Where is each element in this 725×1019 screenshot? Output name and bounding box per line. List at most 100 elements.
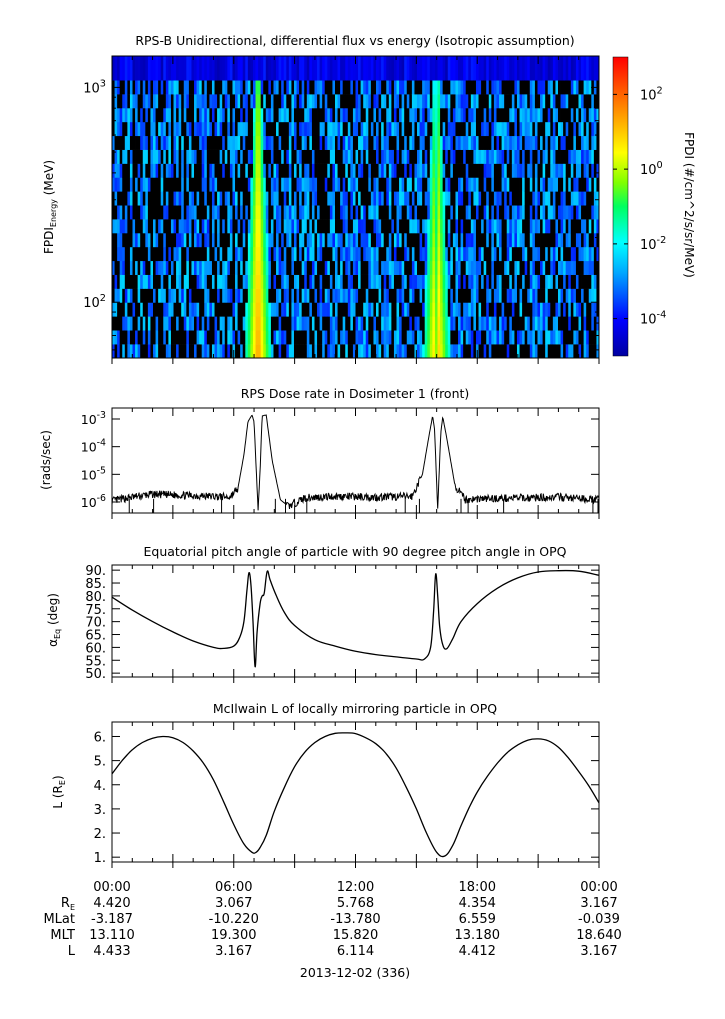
spectrogram-cell [183, 219, 187, 234]
spectrogram-cell [273, 107, 277, 123]
spectrogram-cell [399, 163, 403, 178]
spectrogram-cell [463, 288, 467, 303]
spectrogram-cell [578, 316, 582, 331]
spectrogram-cell [352, 344, 356, 359]
spectrogram-cell [217, 107, 221, 123]
spectrogram-cell [414, 260, 418, 275]
spectrogram-cell [132, 316, 136, 331]
spectrogram-cell [511, 177, 515, 192]
spectrogram-cell [522, 107, 526, 123]
spectrogram-cell [440, 316, 444, 331]
spectrogram-cell [470, 246, 474, 262]
spectrogram-cell [340, 316, 344, 331]
spectrogram-cell [247, 205, 251, 220]
spectrogram-cell [265, 205, 269, 220]
spectrogram-cell [516, 107, 520, 123]
spectrogram-cell [291, 177, 295, 192]
spectrogram-cell [570, 80, 574, 95]
spectrogram-cell [260, 288, 264, 303]
spectrogram-cell [488, 191, 492, 206]
lshell-y-tick-label: 5. [94, 755, 106, 770]
spectrogram-cell [450, 80, 454, 95]
spectrogram-cell [196, 56, 200, 81]
spectrogram-cell [550, 163, 554, 178]
spectrogram-cell [286, 274, 290, 289]
spectrogram-cell [214, 177, 218, 192]
spectrogram-cell [568, 219, 572, 234]
spectrogram-cell [588, 149, 592, 164]
spectrogram-cell [552, 94, 556, 109]
spectrogram-cell [309, 246, 313, 262]
spectrogram-cell [581, 344, 585, 359]
spectrogram-cell [406, 232, 410, 248]
spectrogram-cell [378, 80, 382, 95]
spectrogram-cell [422, 232, 426, 248]
pitch-y-label-unit: (deg) [46, 593, 60, 629]
spectrogram-cell [501, 107, 505, 123]
spectrogram-cell [311, 316, 315, 331]
spectrogram-cell [399, 149, 403, 164]
spectrogram-cell [368, 177, 372, 192]
spectrogram-cell [293, 177, 297, 192]
spectrogram-cell [278, 191, 282, 206]
spectrogram-cell [314, 344, 318, 359]
spectrogram-cell [112, 149, 115, 164]
spectrogram-cell [288, 302, 292, 317]
spectrogram-cell [386, 163, 390, 178]
spectrogram-cell [427, 121, 431, 137]
spectrogram-cell [329, 121, 333, 137]
spectrogram-cell [573, 135, 577, 150]
spectrogram-cell [245, 344, 249, 359]
spectrogram-cell [137, 107, 141, 123]
spectrogram-cell [201, 344, 205, 359]
spectrogram-cell [286, 121, 290, 137]
spectrogram-cell [191, 56, 195, 81]
spectrogram-cell [324, 149, 328, 164]
spectrogram-cell [288, 288, 292, 303]
spectrogram-cell [565, 344, 569, 359]
spectrogram-cell [393, 260, 397, 275]
spectrogram-cell [211, 316, 215, 331]
spectrogram-cell [506, 163, 510, 178]
spectrogram-cell [345, 246, 349, 262]
spectrogram-cell [355, 344, 359, 359]
spectrogram-cell [591, 191, 595, 206]
spectrogram-cell [337, 330, 341, 345]
spectrogram-cell [299, 94, 303, 109]
spectrogram-cell [132, 135, 136, 150]
spectrogram-cell [201, 80, 205, 95]
spectrogram-cell [114, 94, 118, 109]
spectrogram-cell [365, 316, 369, 331]
spectrogram-cell [214, 260, 218, 275]
spectrogram-cell [573, 163, 577, 178]
spectrogram-cell [337, 288, 341, 303]
spectrogram-cell [217, 246, 221, 262]
spectrogram-cell [153, 191, 156, 206]
spectrogram-cell [273, 135, 277, 150]
spectrogram-cell [217, 316, 221, 331]
spectrogram-cell [140, 177, 144, 192]
spectrogram-cell [532, 177, 536, 192]
spectrogram-cell [370, 219, 374, 234]
spectrogram-cell [129, 302, 133, 317]
spectrogram-cell [540, 205, 544, 220]
spectrogram-cell [593, 274, 597, 289]
spectrogram-cell [563, 260, 567, 275]
spectrogram-cell [432, 302, 436, 317]
spectrogram-cell [242, 219, 246, 234]
spectrogram-cell [283, 135, 287, 150]
spectrogram-cell [122, 107, 126, 123]
spectrogram-cell [306, 177, 310, 192]
spectrogram-cell [229, 80, 233, 95]
spectrogram-cell [529, 135, 533, 150]
spectrogram-cell [219, 330, 223, 345]
spectrogram-cell [596, 232, 600, 248]
spectrogram-cell [194, 107, 197, 123]
spectrogram-cell [355, 260, 359, 275]
spectrogram-cell [578, 219, 582, 234]
spectrogram-cell [337, 135, 341, 150]
spectrogram-cell [417, 80, 420, 95]
spectrogram-cell [191, 219, 195, 234]
spectrogram-cell [194, 205, 197, 220]
spectrogram-cell [196, 205, 200, 220]
